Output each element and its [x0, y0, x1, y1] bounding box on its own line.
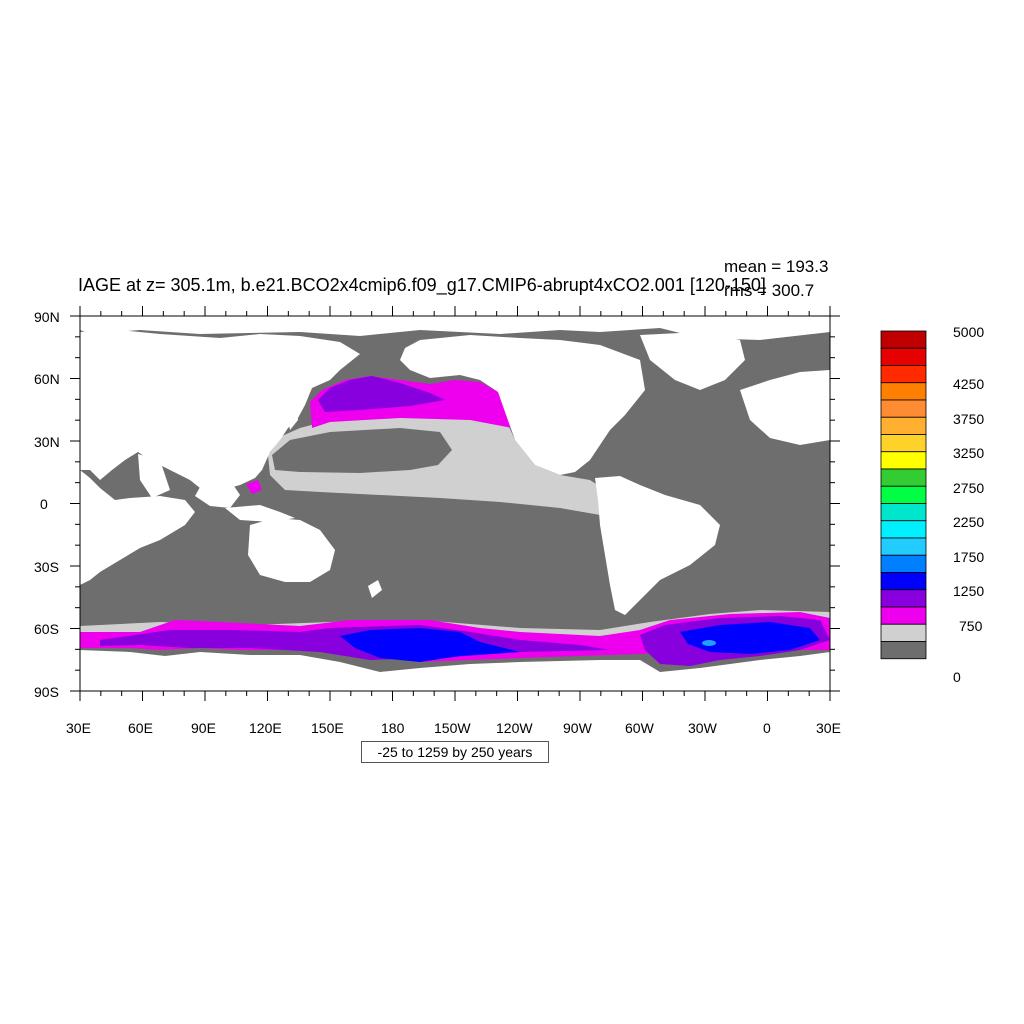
land-australia — [248, 518, 335, 582]
colorbar-label-2250: 2250 — [953, 514, 985, 530]
colorbar-swatch — [880, 434, 927, 453]
ross-sea-blue — [340, 628, 520, 662]
colorbar-swatch — [880, 589, 927, 608]
land-greenland — [640, 332, 745, 390]
lon-label-180: 180 — [381, 720, 405, 736]
lat-label-90s: 90S — [34, 684, 59, 700]
land-africa — [80, 470, 195, 585]
lon-label-120w: 120W — [496, 720, 533, 736]
land-japan — [286, 405, 298, 430]
land-nz — [368, 580, 382, 598]
colorbar-swatch — [880, 623, 927, 642]
land-north-america — [400, 335, 645, 475]
colorbar-swatch — [880, 451, 927, 470]
land-seasia — [195, 478, 240, 508]
lat-label-30s: 30S — [34, 559, 59, 575]
lon-label-60w: 60W — [625, 720, 654, 736]
colorbar-swatch — [880, 382, 927, 401]
lon-label-90w: 90W — [563, 720, 592, 736]
colorbar-swatch — [880, 572, 927, 591]
lat-label-60s: 60S — [34, 621, 59, 637]
colorbar-label-4250: 4250 — [953, 376, 985, 392]
lon-label-0: 0 — [763, 720, 771, 736]
lon-label-120e: 120E — [249, 720, 282, 736]
land-indonesia — [225, 505, 295, 522]
lat-label-30n: 30N — [34, 434, 60, 450]
colorbar-swatch — [880, 365, 927, 384]
philippine-magenta — [246, 480, 262, 494]
colorbar-label-3750: 3750 — [953, 411, 985, 427]
lat-label-0: 0 — [40, 496, 48, 512]
land-europe — [740, 370, 830, 445]
colorbar-swatch — [880, 641, 927, 660]
lon-label-150w: 150W — [434, 720, 471, 736]
lat-label-90n: 90N — [34, 309, 60, 325]
colorbar-label-2750: 2750 — [953, 480, 985, 496]
colorbar-label-1250: 1250 — [953, 583, 985, 599]
colorbar-label-750: 750 — [959, 618, 983, 634]
lon-label-30e: 30E — [66, 720, 91, 736]
land-asia — [80, 330, 360, 492]
colorbar-label-0: 0 — [953, 669, 961, 685]
colorbar-swatch — [880, 399, 927, 418]
north-pacific-gyre — [272, 428, 452, 473]
colorbar-label-1750: 1750 — [953, 549, 985, 565]
lon-label-30w: 30W — [688, 720, 717, 736]
lon-label-60e: 60E — [128, 720, 153, 736]
land-arctic — [80, 316, 830, 340]
map-title: IAGE at z= 305.1m, b.e21.BCO2x4cmip6.f09… — [78, 275, 766, 295]
lon-label-90e: 90E — [191, 720, 216, 736]
colorbar-swatch — [880, 606, 927, 625]
colorbar-swatch — [880, 537, 927, 556]
land-india — [138, 454, 170, 498]
land-masses — [80, 316, 830, 691]
rms-value: rms = 300.7 — [724, 281, 815, 300]
colorbar-swatch — [880, 520, 927, 539]
colorbar-swatch — [880, 330, 927, 349]
map-field — [80, 316, 830, 691]
land-antarctica — [80, 650, 830, 691]
colorbar-swatch — [880, 503, 927, 522]
colorbar-swatch — [880, 347, 927, 366]
land-south-america — [595, 476, 720, 615]
lon-label-30e-right: 30E — [816, 720, 841, 736]
north-pacific-purple — [318, 376, 445, 412]
colorbar-swatch — [880, 485, 927, 504]
colorbar-label-5000: 5000 — [953, 324, 985, 340]
lon-label-150e: 150E — [311, 720, 344, 736]
colorbar-swatch — [880, 416, 927, 435]
weddell-skyblue — [702, 640, 716, 646]
mean-value: mean = 193.3 — [724, 257, 829, 276]
axis-ticks — [70, 306, 840, 701]
colorbar-swatch — [880, 554, 927, 573]
colorbar-swatch — [880, 468, 927, 487]
lat-label-60n: 60N — [34, 371, 60, 387]
colorbar — [880, 330, 927, 660]
colorbar-label-3250: 3250 — [953, 445, 985, 461]
contour-range-note: -25 to 1259 by 250 years — [361, 741, 549, 763]
weddell-blue — [680, 622, 820, 654]
